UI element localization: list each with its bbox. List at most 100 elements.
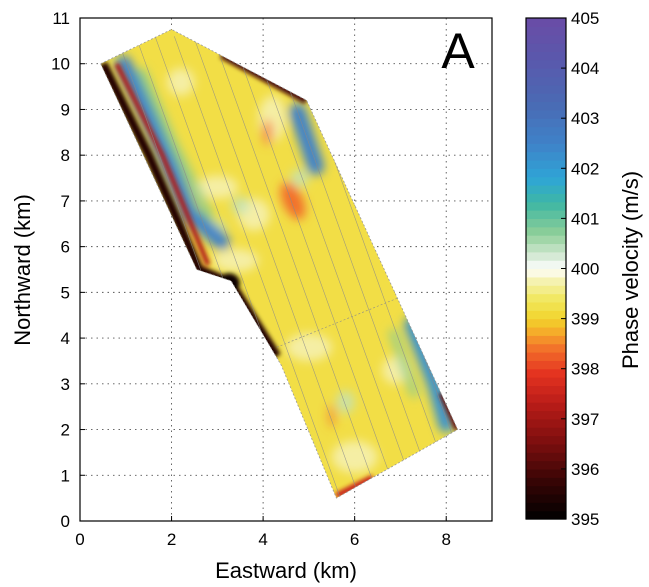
colorbar-segment — [526, 193, 566, 203]
colorbar-segment — [526, 276, 566, 286]
colorbar-segment — [526, 418, 566, 428]
pale-patch — [331, 440, 378, 474]
colorbar-segment — [526, 460, 566, 470]
colorbar-segment — [526, 310, 566, 320]
colorbar-tick-label: 400 — [571, 260, 599, 279]
colorbar-segment — [526, 452, 566, 462]
colorbar-tick-label: 403 — [571, 109, 599, 128]
colorbar-ticks: 395 396 397 398 399 400 401 402 403 404 405 — [561, 9, 599, 529]
colorbar-segment — [526, 435, 566, 445]
colorbar-segment — [526, 151, 566, 161]
colorbar-tick-label: 396 — [571, 460, 599, 479]
colorbar-tick-label: 395 — [571, 510, 599, 529]
colorbar-segment — [526, 159, 566, 169]
colorbar-tick-label: 404 — [571, 59, 599, 78]
colorbar-segment — [526, 168, 566, 178]
colorbar-tick-label: 405 — [571, 9, 599, 28]
colorbar-segment — [526, 477, 566, 487]
green-patch — [336, 390, 355, 414]
central-orange-patch — [280, 182, 306, 220]
x-axis-label: Eastward (km) — [215, 558, 357, 583]
y-tick-label: 4 — [61, 329, 70, 348]
green-patch — [231, 196, 250, 215]
colorbar-segment — [526, 443, 566, 453]
x-tick-label: 8 — [441, 530, 450, 549]
y-tick-label: 3 — [61, 375, 70, 394]
colorbar-segment — [526, 218, 566, 228]
colorbar-segment — [526, 393, 566, 403]
colorbar-segment — [526, 101, 566, 111]
y-tick-label: 5 — [61, 283, 70, 302]
survey-area-outline — [100, 28, 459, 499]
colorbar-segment — [526, 26, 566, 36]
colorbar-segment — [526, 226, 566, 236]
colorbar-segment — [526, 326, 566, 336]
colorbar-tick-label: 398 — [571, 360, 599, 379]
y-tick-label: 10 — [51, 55, 70, 74]
colorbar-segment — [526, 385, 566, 395]
x-tick-label: 6 — [350, 530, 359, 549]
y-tick-label: 0 — [61, 512, 70, 531]
colorbar-segment — [526, 318, 566, 328]
colorbar-segment — [526, 84, 566, 94]
y-tick-label: 11 — [52, 9, 70, 28]
x-tick-label: 2 — [167, 530, 176, 549]
colorbar-segment — [526, 59, 566, 69]
panel-label: A — [441, 23, 475, 79]
colorbar-segment — [526, 176, 566, 186]
colorbar-segment — [526, 268, 566, 278]
survey-track-line — [270, 36, 441, 499]
colorbar-segment — [526, 51, 566, 61]
southeastern-green-fringe — [388, 328, 420, 398]
colorbar-segment — [526, 502, 566, 512]
orange-streak — [327, 403, 336, 428]
colorbar-segment — [526, 260, 566, 270]
survey-track-line — [174, 36, 344, 499]
colorbar-segment — [526, 76, 566, 86]
colorbar-segment — [526, 185, 566, 194]
survey-track-line — [250, 36, 421, 499]
pale-patch — [285, 333, 332, 362]
colorbar-segment — [526, 93, 566, 103]
orange-streak — [262, 119, 273, 146]
colorbar-segment — [526, 210, 566, 219]
colorbar-segment — [526, 402, 566, 412]
x-axis-ticks: 0 2 4 6 8 — [75, 516, 451, 549]
y-axis-ticks: 0 1 2 3 4 5 6 7 8 9 10 11 — [51, 9, 85, 531]
survey-track-line — [231, 36, 402, 499]
colorbar-segment — [526, 510, 566, 520]
x-tick-label: 0 — [75, 530, 84, 549]
colorbar-segment — [526, 134, 566, 144]
colorbar-segment — [526, 368, 566, 378]
pale-patch — [166, 68, 195, 96]
y-tick-label: 1 — [61, 466, 70, 485]
colorbar-tick-label: 401 — [571, 209, 599, 228]
plot-frame — [79, 17, 493, 522]
x-tick-label: 4 — [258, 530, 267, 549]
colorbar-segment — [526, 143, 566, 153]
survey-track-line — [212, 36, 383, 499]
colorbar-segment — [526, 201, 566, 211]
survey-interior — [100, 29, 458, 499]
western-green-fringe — [136, 67, 214, 220]
y-tick-label: 2 — [61, 421, 70, 440]
survey-track-line — [193, 36, 364, 499]
colorbar-segment — [526, 335, 566, 345]
colorbar-segment — [526, 377, 566, 386]
y-tick-label: 9 — [61, 100, 70, 119]
green-patch — [290, 168, 309, 188]
colorbar-segment — [526, 485, 566, 495]
colorbar-segment — [526, 293, 566, 303]
colorbar-segment — [526, 251, 566, 261]
colorbar-segment — [526, 360, 566, 370]
colorbar-label: Phase velocity (m/s) — [618, 171, 643, 369]
colorbar-segment — [526, 410, 566, 420]
colorbar-segment — [526, 468, 566, 478]
y-tick-label: 7 — [61, 192, 70, 211]
y-tick-label: 6 — [61, 238, 70, 257]
colorbar-segment — [526, 68, 566, 78]
y-axis-label: Northward (km) — [10, 194, 35, 346]
map-axes: 0 2 4 6 8 0 1 2 3 4 5 6 7 8 9 10 11 A Eastward (km) Nor… — [10, 9, 493, 583]
colorbar-tick-label: 397 — [571, 410, 599, 429]
